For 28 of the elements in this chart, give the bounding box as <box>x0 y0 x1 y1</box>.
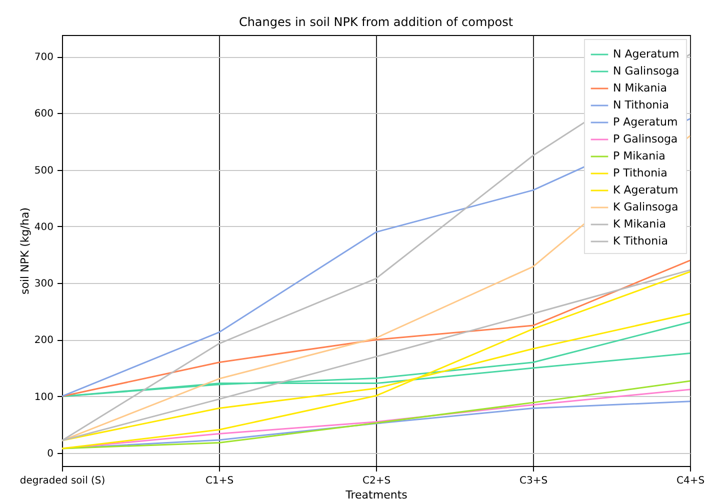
x-tick-label: C2+S <box>362 476 391 486</box>
legend-label: P Mikania <box>613 150 666 162</box>
legend-label: P Ageratum <box>613 116 678 128</box>
legend-label: N Tithonia <box>613 98 669 112</box>
y-tick-label: 700 <box>34 52 54 64</box>
y-tick-label: 400 <box>34 222 54 233</box>
x-tick-label: C3+S <box>519 476 548 486</box>
chart-title: Changes in soil NPK from addition of compost <box>238 15 514 29</box>
y-tick-label: 100 <box>34 392 54 403</box>
y-tick-label: 600 <box>34 108 54 120</box>
legend-label: N Mikania <box>613 82 667 94</box>
legend-label: K Ageratum <box>613 184 678 196</box>
x-axis-title: Treatments <box>344 488 408 502</box>
y-axis-title: soil NPK (kg/ha) <box>18 208 32 294</box>
y-tick-label: 300 <box>34 278 54 290</box>
y-tick-label: 0 <box>47 448 54 460</box>
x-tick-label: C1+S <box>205 476 234 486</box>
legend-label: K Tithonia <box>613 234 668 248</box>
x-tick-label: C4+S <box>676 476 705 486</box>
y-tick-label: 200 <box>34 335 54 346</box>
legend-label: N Galinsoga <box>613 64 680 78</box>
legend-label: N Ageratum <box>613 48 680 60</box>
legend-label: P Galinsoga <box>613 132 678 146</box>
y-tick-label: 500 <box>34 165 54 176</box>
legend-label: P Tithonia <box>613 166 668 180</box>
x-tick-label: degraded soil (S) <box>20 476 106 486</box>
legend-label: K Mikania <box>613 218 666 230</box>
legend-label: K Galinsoga <box>613 200 678 214</box>
